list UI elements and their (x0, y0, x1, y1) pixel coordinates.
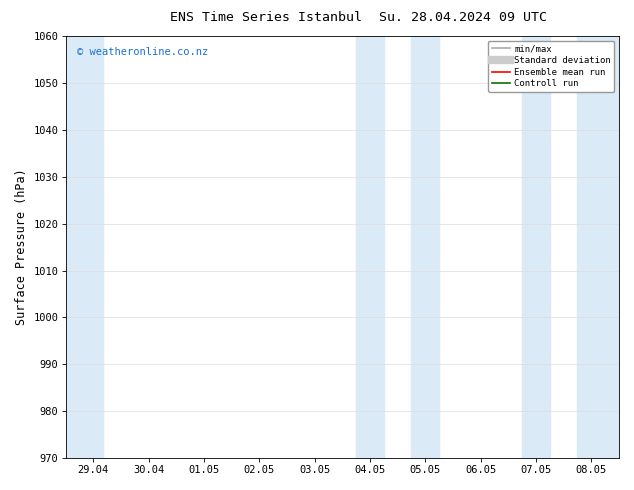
Text: Su. 28.04.2024 09 UTC: Su. 28.04.2024 09 UTC (379, 11, 547, 24)
Bar (522, 36, 550, 458)
Bar (578, 36, 619, 458)
Text: © weatheronline.co.nz: © weatheronline.co.nz (77, 47, 208, 57)
Y-axis label: Surface Pressure (hPa): Surface Pressure (hPa) (15, 169, 28, 325)
Bar (356, 36, 384, 458)
Bar (65, 36, 103, 458)
Legend: min/max, Standard deviation, Ensemble mean run, Controll run: min/max, Standard deviation, Ensemble me… (488, 41, 614, 92)
Text: ENS Time Series Istanbul: ENS Time Series Istanbul (171, 11, 362, 24)
Bar (411, 36, 439, 458)
